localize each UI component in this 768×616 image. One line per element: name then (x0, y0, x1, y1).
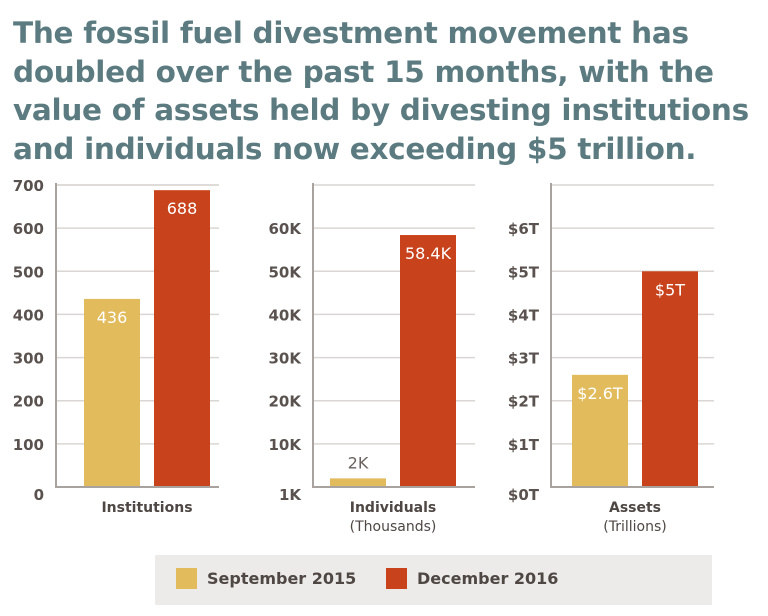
y-tick-label: 60K (269, 220, 303, 238)
bar-december-2016 (400, 235, 456, 487)
y-tick-label: 20K (269, 393, 303, 411)
legend: September 2015 December 2016 (155, 555, 712, 605)
x-axis-label: Assets (609, 500, 661, 516)
data-label: 2K (348, 453, 369, 472)
y-tick-label: $5T (508, 263, 540, 281)
legend-label: September 2015 (207, 569, 357, 588)
y-tick-label: 300 (13, 350, 44, 368)
data-label: 688 (167, 199, 198, 218)
y-tick-label: $1T (508, 436, 540, 454)
x-axis-label: Institutions (101, 500, 192, 516)
y-tick-label: $3T (508, 350, 540, 368)
legend-item-september-2015: September 2015 (176, 568, 356, 589)
y-tick-label: 40K (269, 306, 303, 324)
x-axis-label: Individuals (350, 500, 437, 516)
bar-december-2016 (154, 190, 210, 488)
y-tick-label: $4T (508, 306, 540, 324)
chart-title: The fossil fuel divestment movement has … (13, 16, 749, 166)
data-label: 58.4K (405, 244, 452, 263)
bar-september-2015 (330, 478, 386, 487)
legend-swatch-december-2016 (386, 568, 407, 589)
y-tick-label: 100 (13, 436, 44, 454)
x-axis-sublabel: (Thousands) (350, 519, 437, 535)
data-label: $5T (655, 280, 685, 299)
y-tick-label: 600 (13, 220, 44, 238)
x-axis-sublabel: (Trillions) (603, 519, 666, 535)
y-tick-label: $2T (508, 393, 540, 411)
y-tick-label: 500 (13, 263, 44, 281)
bar-december-2016 (642, 271, 698, 487)
y-tick-label: 10K (269, 436, 303, 454)
y-tick-label: $6T (508, 220, 540, 238)
y-tick-label: $0T (508, 486, 540, 504)
y-tick-label: 1K (279, 486, 302, 504)
y-tick-label: 200 (13, 393, 44, 411)
legend-item-december-2016: December 2016 (386, 568, 558, 589)
legend-swatch-september-2015 (176, 568, 197, 589)
y-tick-label: 0 (34, 486, 44, 504)
bar-september-2015 (572, 374, 628, 487)
y-tick-label: 400 (13, 306, 44, 324)
data-label: $2.6T (577, 384, 623, 403)
bar-september-2015 (84, 298, 140, 487)
y-tick-label: 30K (269, 350, 303, 368)
y-tick-label: 700 (13, 177, 44, 195)
y-tick-label: 50K (269, 263, 303, 281)
data-label: 436 (97, 308, 128, 327)
legend-label: December 2016 (417, 569, 559, 588)
